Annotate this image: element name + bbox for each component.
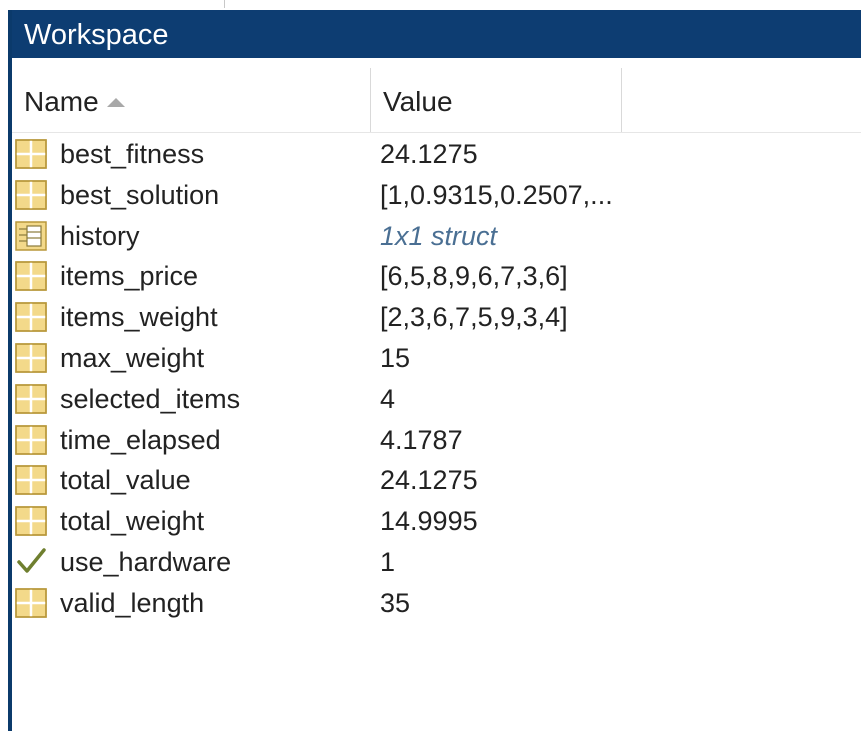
variable-row-valid-length[interactable]: valid_length 35 — [12, 583, 861, 624]
matrix-icon — [15, 302, 47, 332]
variable-name: total_weight — [60, 506, 205, 537]
variable-name: time_elapsed — [60, 424, 221, 455]
matrix-icon — [15, 343, 47, 373]
variable-name: selected_items — [60, 383, 241, 414]
variable-list: best_fitness 24.1275 best_solution [1,0.931… — [12, 134, 861, 624]
variable-row-max-weight[interactable]: max_weight 15 — [12, 338, 861, 379]
variable-value: 1 — [380, 546, 396, 577]
variable-value: 24.1275 — [380, 465, 478, 496]
column-header-name-label: Name — [24, 86, 99, 117]
workspace-panel: Workspace Name Value best_fitness 24.1275… — [8, 10, 861, 731]
variable-value: [2,3,6,7,5,9,3,4] — [380, 302, 568, 333]
variable-row-history[interactable]: history 1x1 struct — [12, 216, 861, 257]
variable-value: 4 — [380, 383, 396, 414]
variable-row-items-weight[interactable]: items_weight [2,3,6,7,5,9,3,4] — [12, 297, 861, 338]
column-header-value-label: Value — [383, 86, 453, 117]
matrix-icon — [15, 465, 47, 496]
variable-name: best_solution — [60, 179, 220, 210]
top-strip — [0, 0, 861, 10]
variable-value: [1,0.9315,0.2507,... — [380, 179, 613, 210]
variable-name: use_hardware — [60, 546, 232, 577]
matrix-icon — [15, 139, 47, 169]
sort-ascending-icon[interactable] — [107, 98, 125, 107]
variable-name: valid_length — [60, 587, 205, 618]
variable-value: [6,5,8,9,6,7,3,6] — [380, 261, 568, 292]
variable-value: 24.1275 — [380, 139, 478, 169]
variable-name: items_price — [60, 261, 199, 292]
logical-check-icon — [15, 547, 47, 577]
variable-value: 14.9995 — [380, 506, 478, 537]
variable-row-total-value[interactable]: total_value 24.1275 — [12, 460, 861, 501]
variable-row-selected-items[interactable]: selected_items 4 — [12, 379, 861, 420]
variable-name: max_weight — [60, 342, 205, 373]
variable-row-items-price[interactable]: items_price [6,5,8,9,6,7,3,6] — [12, 256, 861, 297]
variable-value[interactable]: 1x1 struct — [380, 220, 498, 251]
matrix-icon — [15, 424, 47, 455]
variable-row-best-solution[interactable]: best_solution [1,0.9315,0.2507,... — [12, 175, 861, 216]
variable-row-best-fitness[interactable]: best_fitness 24.1275 — [12, 134, 861, 175]
variable-name: total_value — [60, 465, 191, 496]
matrix-icon — [15, 506, 47, 536]
variable-row-time-elapsed[interactable]: time_elapsed 4.1787 — [12, 420, 861, 461]
matrix-icon — [15, 384, 47, 414]
workspace-titlebar[interactable]: Workspace — [12, 10, 861, 58]
variable-value: 35 — [380, 587, 411, 618]
column-header-value[interactable]: Value — [371, 68, 622, 132]
panel-title: Workspace — [24, 19, 169, 51]
variable-row-use-hardware[interactable]: use_hardware 1 — [12, 542, 861, 583]
matrix-icon — [15, 588, 47, 618]
matrix-icon — [15, 261, 47, 292]
divider — [224, 0, 225, 8]
variable-row-total-weight[interactable]: total_weight 14.9995 — [12, 501, 861, 542]
struct-icon — [15, 220, 47, 251]
variable-value: 4.1787 — [380, 424, 463, 455]
variable-name: best_fitness — [60, 139, 205, 169]
column-header-name[interactable]: Name — [12, 68, 371, 132]
variable-value: 15 — [380, 342, 411, 373]
matrix-icon — [15, 180, 47, 210]
variable-name: history — [60, 220, 140, 251]
table-header: Name Value — [12, 68, 861, 133]
variable-name: items_weight — [60, 302, 218, 333]
